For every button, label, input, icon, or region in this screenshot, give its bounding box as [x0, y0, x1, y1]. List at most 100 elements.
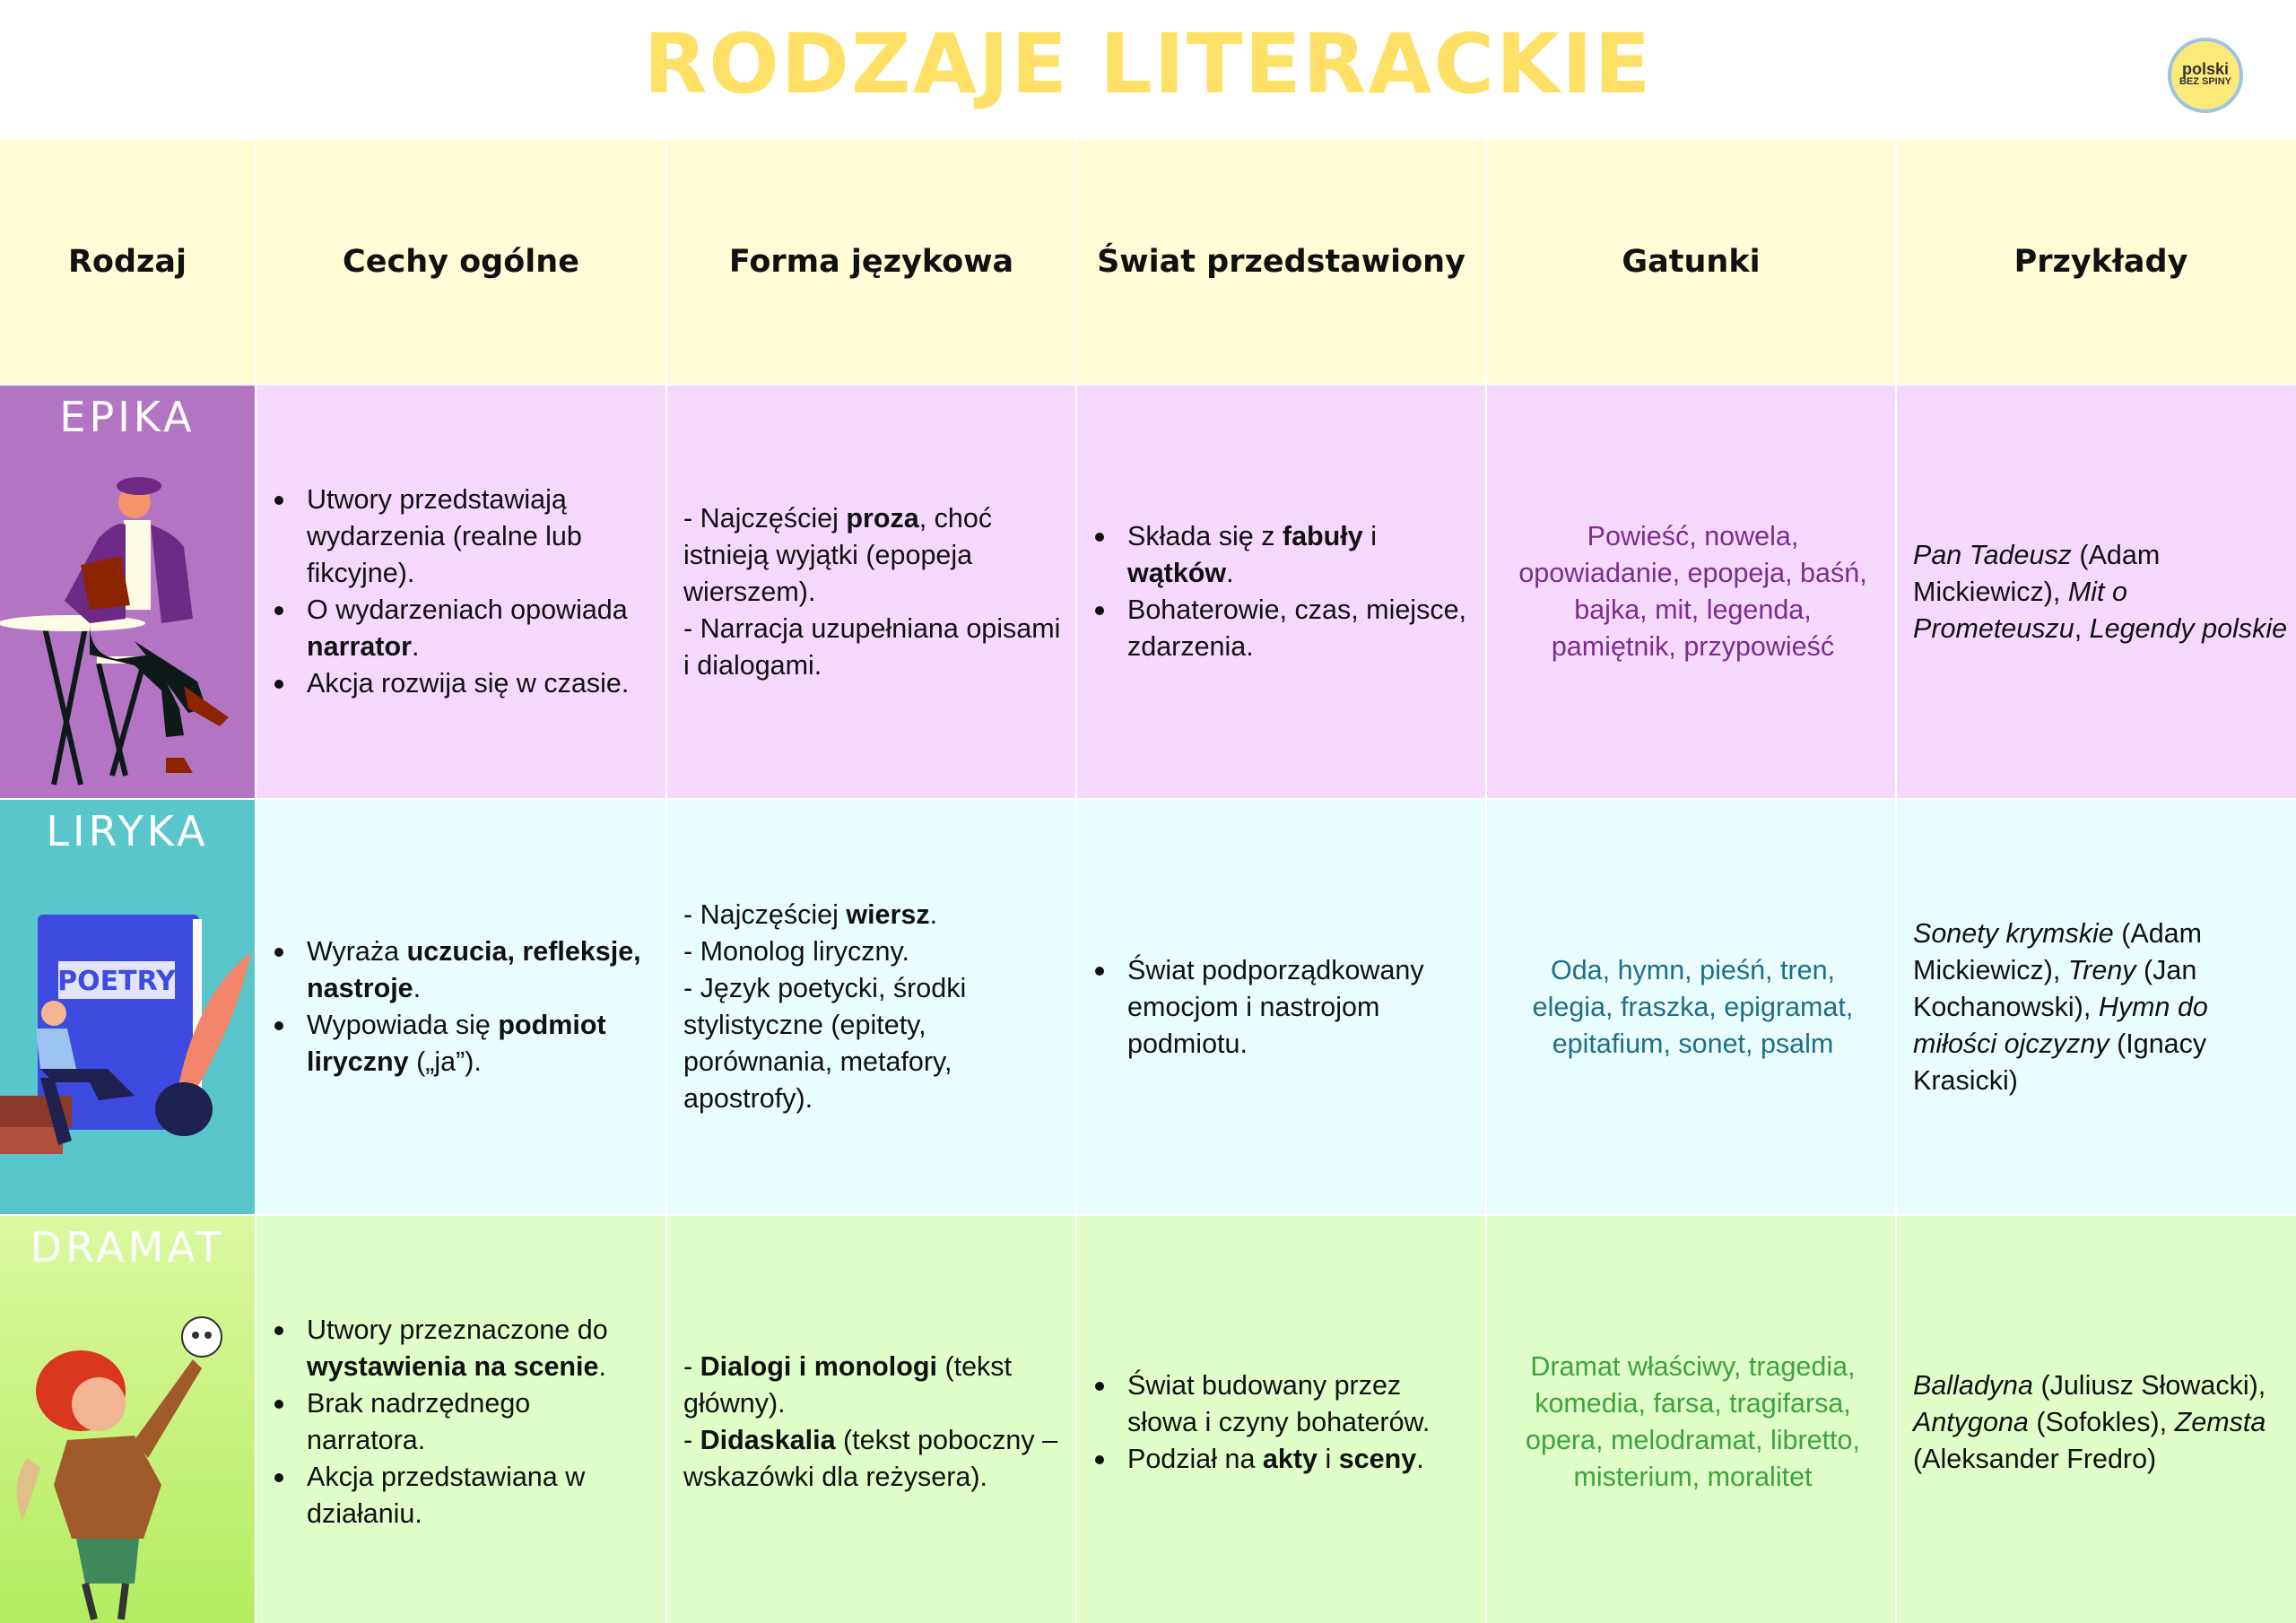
logo-polski-bez-spiny: polski BEZ SPINY [2168, 38, 2243, 113]
genre-label-liryka: POETRY LIRYKA [0, 800, 255, 1214]
italic-title: Balladyna [1913, 1369, 2033, 1401]
list-item: Bohaterowie, czas, miejsce, zdarzenia. [1093, 592, 1473, 665]
text-segment: . [598, 1351, 606, 1382]
bullet-list: Wyraża uczucia, refleksje, nastroje. Wypo… [273, 933, 653, 1081]
list-item: Akcja przedstawiana w działaniu. [273, 1459, 653, 1532]
text-segment: - [683, 1351, 700, 1382]
cechy-cell: Wyraża uczucia, refleksje, nastroje. Wypo… [257, 800, 665, 1214]
header-forma: Forma językowa [667, 139, 1075, 384]
text-segment: Świat budowany przez słowa i czyny bohat… [1127, 1369, 1431, 1437]
text-segment: (Ignacy Krasicki) [1913, 1028, 2207, 1096]
list-item: Utwory przeznaczone do wystawienia na sc… [273, 1312, 653, 1385]
header-gatunki: Gatunki [1487, 139, 1895, 384]
text-segment: Składa się z [1127, 521, 1283, 551]
genres-list: Dramat właściwy, tragedia, komedia, fars… [1526, 1351, 1860, 1492]
examples-text: Sonety krymskie (Adam Mickiewicz), Treny… [1913, 916, 2292, 1099]
cechy-cell: Utwory przedstawiają wydarzenia (realne … [257, 386, 665, 798]
przyklady-cell: Pan Tadeusz (Adam Mickiewicz), Mit o Pro… [1897, 386, 2296, 798]
genres-list: Powieść, nowela, opowiadanie, epopeja, b… [1518, 521, 1867, 662]
header-swiat: Świat przedstawiony [1077, 139, 1485, 384]
list-item: Świat budowany przez słowa i czyny bohat… [1093, 1367, 1473, 1441]
genre-label-epika: EPIKA [0, 386, 255, 798]
poetry-book-title: POETRY [57, 966, 177, 997]
bold-text: sceny [1338, 1443, 1417, 1474]
text-segment: - Narracja uzupełniana opisami i dialoga… [683, 612, 1061, 681]
text-segment: , [2074, 612, 2090, 644]
text-segment: - [683, 1425, 700, 1455]
swiat-cell: Świat podporządkowany emocjom i nastrojo… [1077, 800, 1485, 1214]
italic-title: Treny [2067, 954, 2136, 985]
gatunki-cell: Powieść, nowela, opowiadanie, epopeja, b… [1487, 386, 1895, 798]
list-item: Świat podporządkowany emocjom i nastrojo… [1093, 952, 1473, 1063]
bold-text: podmiot liryczny [307, 1010, 606, 1077]
italic-title: Pan Tadeusz [1913, 539, 2072, 570]
list-item: Utwory przedstawiają wydarzenia (realne … [273, 482, 653, 592]
genre-name: LIRYKA [46, 807, 209, 855]
text-segment: i [1317, 1443, 1339, 1474]
text-segment: (Aleksander Fredro) [1913, 1443, 2157, 1474]
bullet-list: Utwory przeznaczone do wystawienia na sc… [273, 1312, 653, 1532]
text-segment: . [413, 973, 422, 1003]
list-item: Wypowiada się podmiot liryczny („ja”). [273, 1007, 653, 1081]
forma-cell: - Dialogi i monologi (tekst główny). - Di… [667, 1216, 1075, 1623]
text-line: - Dialogi i monologi (tekst główny). [683, 1349, 1063, 1422]
text-segment: (Adam Mickiewicz), [1913, 539, 2161, 607]
text-segment: Wyraża [307, 936, 407, 967]
header-przyklady: Przykłady [1897, 139, 2296, 384]
text-segment: Wypowiada się [307, 1010, 499, 1040]
text-segment: (tekst poboczny – wskazówki dla reżysera… [683, 1425, 1058, 1492]
text-segment: Podział na [1127, 1443, 1263, 1474]
literary-genres-table: Rodzaj Cechy ogólne Forma językowa Świat… [0, 139, 2296, 1623]
text-segment: Świat podporządkowany emocjom i nastrojo… [1127, 954, 1424, 1059]
text-segment: - Najczęściej [683, 502, 847, 534]
bold-text: narrator [307, 631, 412, 662]
examples-text: Pan Tadeusz (Adam Mickiewicz), Mit o Pro… [1913, 537, 2292, 647]
page-title: RODZAJE LITERACKIE [643, 16, 1653, 112]
przyklady-cell: Sonety krymskie (Adam Mickiewicz), Treny… [1897, 800, 2296, 1214]
swiat-cell: Składa się z fabuły i wątków. Bohaterowie… [1077, 386, 1485, 798]
genre-name: DRAMAT [30, 1223, 225, 1271]
actor-with-skull-illustration [0, 1216, 255, 1623]
list-item: Wyraża uczucia, refleksje, nastroje. [273, 933, 653, 1007]
text-segment: Bohaterowie, czas, miejsce, zdarzenia. [1127, 595, 1467, 662]
text-line: - Monolog liryczny. [683, 933, 1063, 970]
text-segment: (Adam Mickiewicz), [1913, 917, 2203, 985]
przyklady-cell: Balladyna (Juliusz Słowacki), Antygona (… [1897, 1216, 2296, 1623]
list-item: Brak nadrzędnego narratora. [273, 1385, 653, 1459]
text-segment: . [411, 631, 420, 662]
list-item: O wydarzeniach opowiada narrator. [273, 592, 653, 665]
text-segment: - Najczęściej [683, 899, 847, 930]
text-segment: (tekst główny). [683, 1351, 1013, 1419]
bold-text: uczucia, refleksje, nastroje [307, 936, 641, 1003]
language-form-text: - Najczęściej wiersz. - Monolog liryczny.… [683, 897, 1063, 1117]
bold-text: wątków [1127, 558, 1227, 588]
bold-text: proza [846, 502, 919, 534]
bold-text: wystawienia na scenie [307, 1351, 599, 1382]
text-segment: (Jan Kochanowski), [1913, 954, 2197, 1022]
logo-line-2: BEZ SPINY [2179, 76, 2232, 87]
gatunki-cell: Oda, hymn, pieśń, tren, elegia, fraszka,… [1487, 800, 1895, 1214]
gatunki-cell: Dramat właściwy, tragedia, komedia, fars… [1487, 1216, 1895, 1623]
italic-title: Legendy polskie [2089, 612, 2288, 644]
header-cechy: Cechy ogólne [257, 139, 665, 384]
text-line: - Najczęściej proza, choć istnieją wyjąt… [683, 500, 1063, 611]
swiat-cell: Świat budowany przez słowa i czyny bohat… [1077, 1216, 1485, 1623]
text-line: - Język poetycki, środki stylistyczne (e… [683, 970, 1063, 1117]
language-form-text: - Dialogi i monologi (tekst główny). - Di… [683, 1349, 1063, 1496]
bullet-list: Świat podporządkowany emocjom i nastrojo… [1093, 952, 1473, 1063]
text-segment: O wydarzeniach opowiada [307, 595, 628, 625]
bullet-list: Składa się z fabuły i wątków. Bohaterowie… [1093, 518, 1473, 665]
text-segment: . [1416, 1443, 1424, 1474]
logo-line-1: polski [2181, 60, 2229, 78]
text-segment: („ja”). [408, 1046, 482, 1077]
italic-title: Zemsta [2174, 1406, 2266, 1437]
list-item: Podział na akty i sceny. [1093, 1441, 1473, 1478]
genre-name: EPIKA [59, 393, 196, 441]
man-reading-illustration [0, 477, 229, 785]
text-segment: Brak nadrzędnego narratora. [307, 1388, 531, 1455]
text-segment: (Juliusz Słowacki), [2032, 1369, 2266, 1401]
italic-title: Antygona [1913, 1406, 2029, 1437]
forma-cell: - Najczęściej wiersz. - Monolog liryczny.… [667, 800, 1075, 1214]
text-segment: - Monolog liryczny. [683, 936, 909, 967]
list-item: Akcja rozwija się w czasie. [273, 665, 653, 702]
